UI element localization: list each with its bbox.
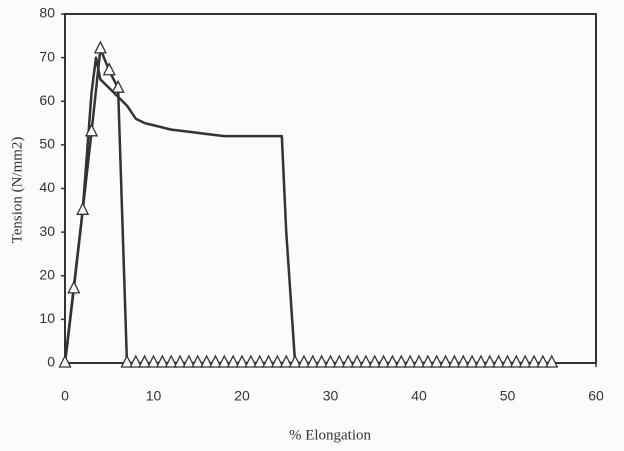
triangle-marker [412,354,426,368]
triangle-marker [102,62,116,76]
triangle-marker [244,354,258,368]
triangle-marker [394,354,408,368]
triangle-marker [509,354,523,368]
triangle-marker [403,354,417,368]
triangle-marker [341,354,355,368]
triangle-marker [377,354,391,368]
triangle-marker [146,354,161,368]
series-line [63,47,552,365]
triangle-marker [93,40,107,54]
triangle-marker [270,354,284,368]
triangle-marker [155,354,169,368]
triangle-marker [306,354,320,368]
triangle-marker [492,354,506,368]
triangle-marker [297,354,311,368]
triangle-marker [279,354,293,368]
y-tick-label: 20 [39,266,55,282]
y-tick-label: 30 [39,223,55,239]
triangle-marker [368,354,382,368]
triangle-marker [261,354,276,368]
triangle-marker [164,354,178,368]
triangle-marker [120,354,134,368]
y-tick-label: 50 [39,136,55,152]
triangle-marker [173,354,187,368]
y-tick-label: 40 [39,179,55,195]
triangle-marker [536,354,550,368]
x-tick-label: 30 [323,388,339,404]
x-axis-label: % Elongation [289,427,372,443]
y-axis-label: Tension (N/mm2) [9,137,25,244]
triangle-marker [84,123,99,137]
triangle-marker [208,354,223,368]
plot-frame [64,13,597,364]
triangle-marker [421,354,435,368]
triangle-marker [315,354,329,368]
triangle-marker [518,354,532,368]
triangle-marker [350,354,364,368]
triangle-marker [545,354,559,368]
triangle-marker [447,354,461,368]
x-tick-label: 50 [500,388,516,404]
triangle-marker [111,79,125,93]
triangle-marker [253,354,267,368]
x-tick-label: 60 [588,388,604,404]
triangle-marker [430,354,444,368]
triangle-marker [67,280,81,294]
y-tick-label: 80 [39,5,55,21]
triangle-marker [465,354,479,368]
triangle-marker [200,354,214,368]
x-tick-label: 20 [234,388,250,404]
triangle-marker [182,354,196,368]
triangle-marker [385,354,400,368]
x-tick-label: 10 [146,388,162,404]
triangle-marker [76,201,90,215]
y-tick-label: 10 [39,310,55,326]
triangle-marker [474,354,488,368]
series-line [63,56,297,364]
x-tick-label: 0 [61,388,69,404]
triangle-marker [217,354,231,368]
triangle-marker [527,354,541,368]
triangle-marker [288,354,302,368]
triangle-marker [138,354,152,368]
triangle-marker [58,354,72,368]
y-tick-label: 70 [39,48,55,64]
triangle-marker [129,354,143,368]
x-tick-label: 40 [411,388,427,404]
triangle-marker [323,354,338,368]
triangle-marker [438,354,453,368]
triangle-marker [500,354,515,368]
y-tick-label: 0 [47,354,55,370]
y-tick-label: 60 [39,92,55,108]
triangle-marker [456,354,470,368]
triangle-marker [226,354,240,368]
triangle-marker [483,354,497,368]
triangle-marker [235,354,249,368]
triangle-marker [191,354,205,368]
triangle-marker [359,354,373,368]
triangle-marker [332,354,346,368]
